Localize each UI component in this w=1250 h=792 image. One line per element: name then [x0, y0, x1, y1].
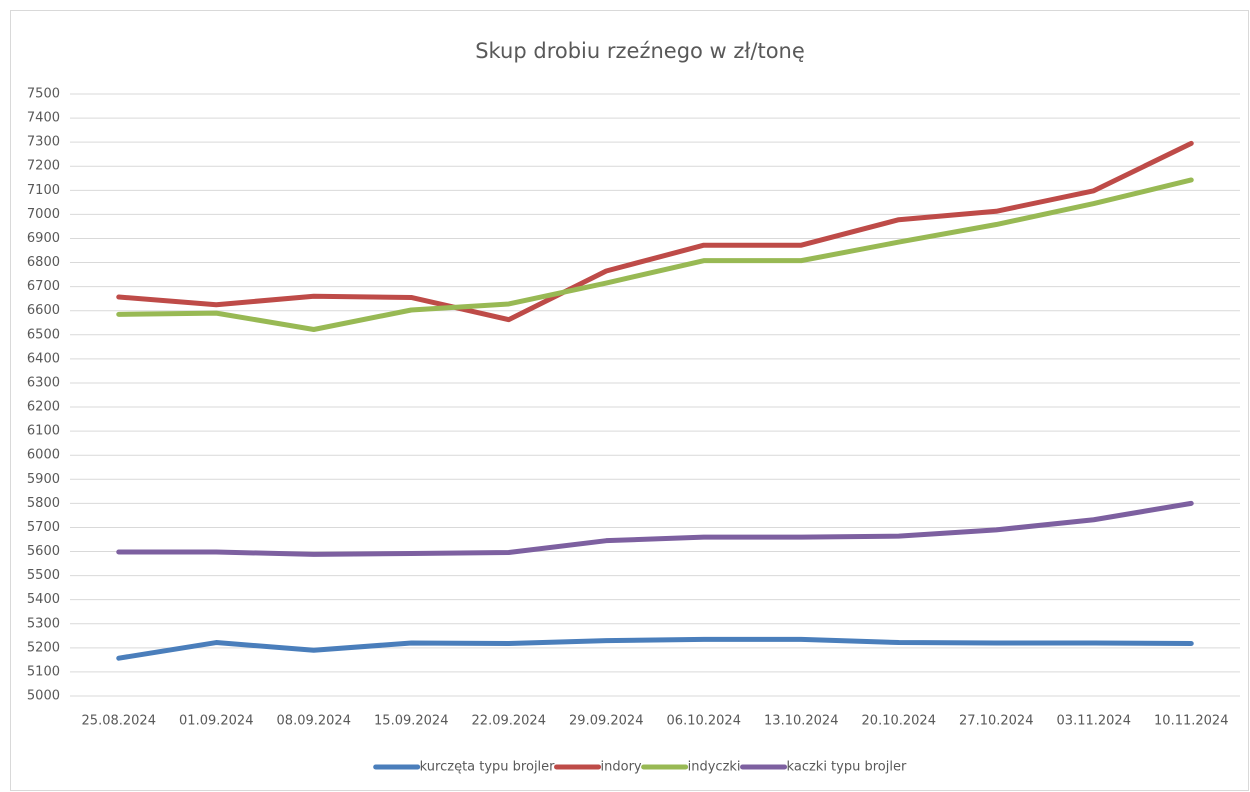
- y-tick-label: 5000: [27, 689, 60, 704]
- legend-label: indyczki: [688, 760, 741, 775]
- x-tick-label: 03.11.2024: [1057, 714, 1131, 729]
- y-tick-label: 5100: [27, 664, 60, 679]
- y-tick-label: 5600: [27, 544, 60, 559]
- x-tick-label: 08.09.2024: [277, 714, 351, 729]
- y-tick-label: 5300: [27, 616, 60, 631]
- legend-label: indory: [601, 760, 642, 775]
- y-tick-label: 6900: [27, 231, 60, 246]
- y-tick-label: 6100: [27, 424, 60, 439]
- series-line: [116, 177, 1194, 333]
- y-tick-label: 5400: [27, 592, 60, 607]
- y-tick-label: 5200: [27, 640, 60, 655]
- y-tick-label: 6500: [27, 327, 60, 342]
- legend-label: kurczęta typu brojler: [420, 760, 555, 775]
- series-line: [116, 500, 1194, 557]
- x-tick-label: 06.10.2024: [667, 714, 741, 729]
- y-tick-label: 6000: [27, 448, 60, 463]
- x-tick-label: 29.09.2024: [569, 714, 643, 729]
- legend-label: kaczki typu brojler: [787, 760, 907, 775]
- y-tick-label: 6600: [27, 303, 60, 318]
- x-tick-label: 20.10.2024: [862, 714, 936, 729]
- y-tick-label: 7500: [27, 87, 60, 102]
- y-tick-label: 7400: [27, 111, 60, 126]
- x-tick-label: 10.11.2024: [1154, 714, 1228, 729]
- series-line: [116, 636, 1194, 661]
- y-tick-label: 6700: [27, 279, 60, 294]
- y-tick-label: 5800: [27, 496, 60, 511]
- y-tick-label: 6300: [27, 375, 60, 390]
- y-tick-label: 6200: [27, 400, 60, 415]
- y-tick-label: 7100: [27, 183, 60, 198]
- x-tick-label: 27.10.2024: [959, 714, 1033, 729]
- x-tick-label: 22.09.2024: [472, 714, 546, 729]
- x-tick-label: 25.08.2024: [82, 714, 156, 729]
- x-tick-label: 13.10.2024: [764, 714, 838, 729]
- y-tick-label: 6800: [27, 255, 60, 270]
- chart-frame: [10, 10, 1249, 791]
- y-tick-label: 5500: [27, 568, 60, 583]
- y-tick-label: 5700: [27, 520, 60, 535]
- y-tick-label: 5900: [27, 472, 60, 487]
- y-tick-label: 7000: [27, 207, 60, 222]
- x-tick-label: 15.09.2024: [374, 714, 448, 729]
- y-tick-label: 7200: [27, 159, 60, 174]
- y-tick-label: 7300: [27, 135, 60, 150]
- x-tick-label: 01.09.2024: [179, 714, 253, 729]
- chart-title: Skup drobiu rzeźnego w zł/tonę: [475, 39, 805, 63]
- series-line: [116, 140, 1194, 323]
- y-tick-label: 6400: [27, 351, 60, 366]
